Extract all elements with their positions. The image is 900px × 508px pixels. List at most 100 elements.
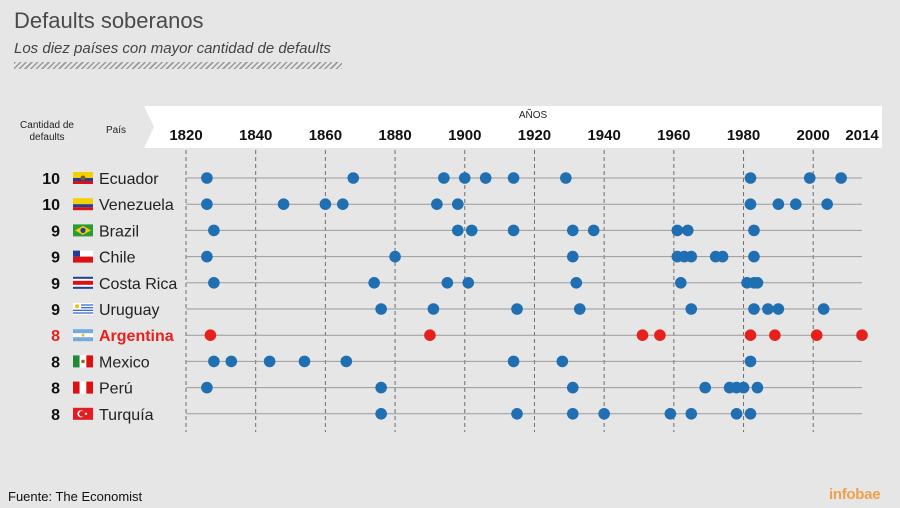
- default-point: [748, 303, 760, 315]
- infobae-logo: infobae: [829, 486, 881, 503]
- default-point: [598, 408, 610, 420]
- default-point: [458, 172, 471, 184]
- default-point: [772, 198, 785, 210]
- default-point: [566, 381, 579, 394]
- default-point: [748, 224, 760, 237]
- default-point: [810, 329, 823, 342]
- default-count: 10: [42, 197, 60, 214]
- default-point: [803, 172, 816, 184]
- default-point: [204, 329, 217, 342]
- default-point: [431, 198, 443, 210]
- default-point: [375, 408, 387, 420]
- default-count: 9: [51, 250, 60, 267]
- ecuador-flag-icon: [73, 172, 93, 184]
- default-point: [263, 355, 276, 368]
- default-point: [462, 277, 475, 289]
- x-tick-label: 1920: [518, 127, 551, 144]
- default-point: [375, 381, 387, 394]
- default-point: [225, 355, 238, 368]
- country-name: Perú: [99, 381, 133, 398]
- default-point: [566, 408, 579, 420]
- default-point: [748, 250, 760, 263]
- x-tick-label: 1860: [309, 127, 342, 144]
- source-note: Fuente: The Economist: [8, 489, 143, 504]
- default-point: [681, 224, 694, 237]
- country-name: Turquía: [99, 407, 154, 424]
- default-count: 9: [51, 276, 60, 293]
- brazil-flag-icon: [73, 224, 93, 237]
- default-point: [507, 355, 520, 368]
- turkey-flag-icon: [73, 407, 93, 420]
- default-point: [744, 408, 757, 420]
- default-point: [636, 329, 649, 342]
- default-point: [451, 198, 464, 210]
- default-point: [744, 172, 757, 184]
- default-point: [789, 198, 802, 210]
- default-point: [277, 198, 290, 210]
- uruguay-flag-icon: [73, 303, 93, 315]
- default-point: [573, 303, 586, 315]
- default-count: 8: [51, 328, 60, 345]
- default-point: [438, 172, 450, 184]
- default-point: [479, 172, 492, 184]
- default-point: [856, 329, 868, 342]
- default-point: [389, 250, 401, 263]
- x-tick-label: 1980: [727, 127, 760, 144]
- default-point: [465, 224, 478, 237]
- default-point: [298, 355, 311, 368]
- default-point: [744, 355, 757, 368]
- count-column-header: Cantidad de defaults: [16, 120, 78, 144]
- default-point: [570, 277, 583, 289]
- default-point: [507, 172, 520, 184]
- country-name: Uruguay: [99, 302, 159, 319]
- default-point: [751, 381, 764, 394]
- x-tick-label: 1960: [657, 127, 690, 144]
- default-point: [424, 329, 436, 342]
- default-point: [685, 408, 698, 420]
- default-point: [201, 381, 213, 394]
- default-point: [347, 172, 360, 184]
- x-tick-label: 2000: [797, 127, 830, 144]
- default-count: 9: [51, 302, 60, 319]
- default-point: [751, 277, 764, 289]
- country-name: Venezuela: [99, 197, 174, 214]
- default-point: [368, 277, 380, 289]
- header-band: [14, 106, 882, 148]
- default-point: [835, 172, 847, 184]
- country-name: Mexico: [99, 354, 150, 371]
- count-header-line1: Cantidad de: [20, 120, 74, 131]
- default-point: [744, 329, 757, 342]
- x-tick-label: 1940: [587, 127, 620, 144]
- default-point: [675, 277, 687, 289]
- country-name: Chile: [99, 250, 136, 267]
- default-point: [685, 303, 698, 315]
- default-point: [319, 198, 332, 210]
- default-point: [772, 303, 785, 315]
- costa-rica-flag-icon: [73, 276, 93, 289]
- default-point: [821, 198, 833, 210]
- default-count: 8: [51, 354, 60, 371]
- chart-subtitle: Los diez países con mayor cantidad de de…: [14, 40, 331, 57]
- mexico-flag-icon: [73, 355, 93, 368]
- default-point: [201, 198, 213, 210]
- default-point: [451, 224, 464, 237]
- default-point: [511, 408, 523, 420]
- default-point: [730, 408, 743, 420]
- default-point: [769, 329, 781, 342]
- argentina-flag-icon: [73, 329, 93, 342]
- default-point: [511, 303, 523, 315]
- default-point: [716, 250, 729, 263]
- peru-flag-icon: [73, 381, 93, 394]
- default-point: [340, 355, 353, 368]
- default-point: [208, 355, 220, 368]
- country-name: Ecuador: [99, 171, 159, 188]
- venezuela-flag-icon: [73, 198, 93, 211]
- decorative-hatch: [14, 62, 342, 69]
- default-point: [375, 303, 387, 315]
- default-point: [817, 303, 830, 315]
- default-point: [671, 224, 684, 237]
- country-name: Brazil: [99, 223, 139, 240]
- x-tick-label: 2014: [845, 127, 879, 144]
- default-point: [208, 224, 220, 237]
